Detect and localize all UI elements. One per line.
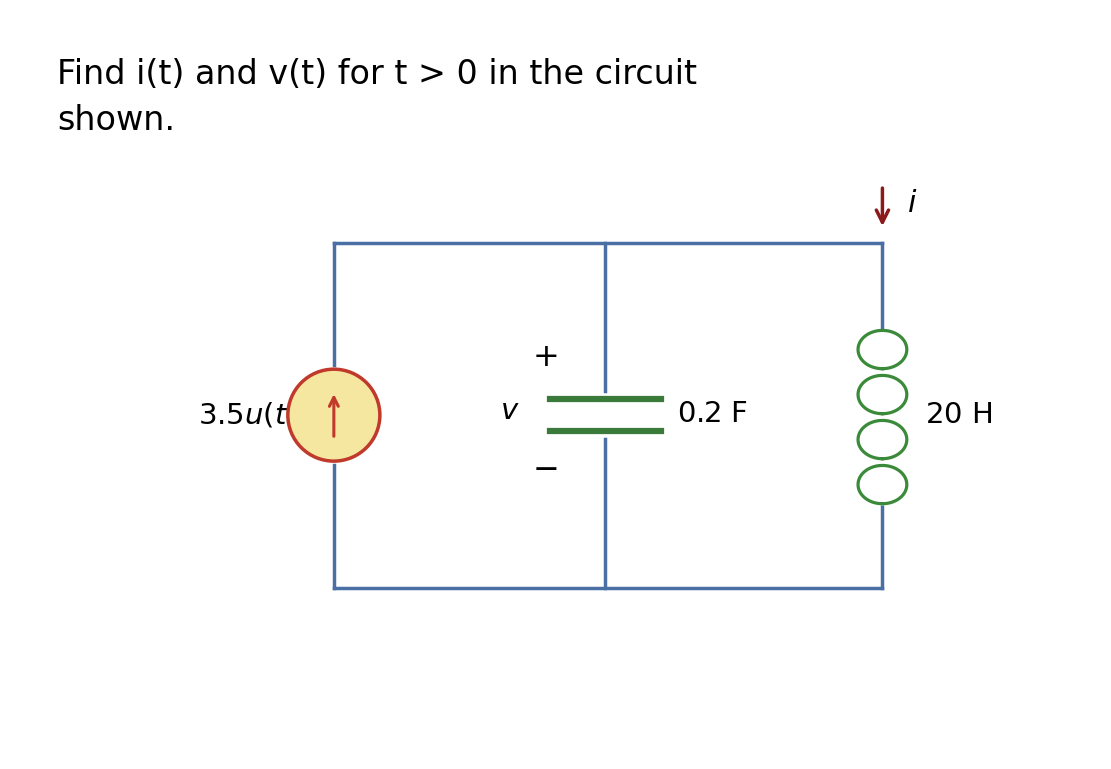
Text: $i$: $i$	[907, 188, 918, 219]
Text: $-$: $-$	[532, 453, 557, 484]
Text: $0.2$ F: $0.2$ F	[678, 400, 749, 428]
Text: $v$: $v$	[500, 398, 520, 425]
Text: $+$: $+$	[532, 342, 557, 373]
Text: Find i(t) and v(t) for t > 0 in the circuit: Find i(t) and v(t) for t > 0 in the circ…	[57, 58, 697, 91]
Text: $20$ H: $20$ H	[924, 401, 992, 429]
Ellipse shape	[288, 369, 380, 461]
Text: $3.5u(t)$ A: $3.5u(t)$ A	[199, 401, 329, 430]
Text: shown.: shown.	[57, 104, 174, 137]
